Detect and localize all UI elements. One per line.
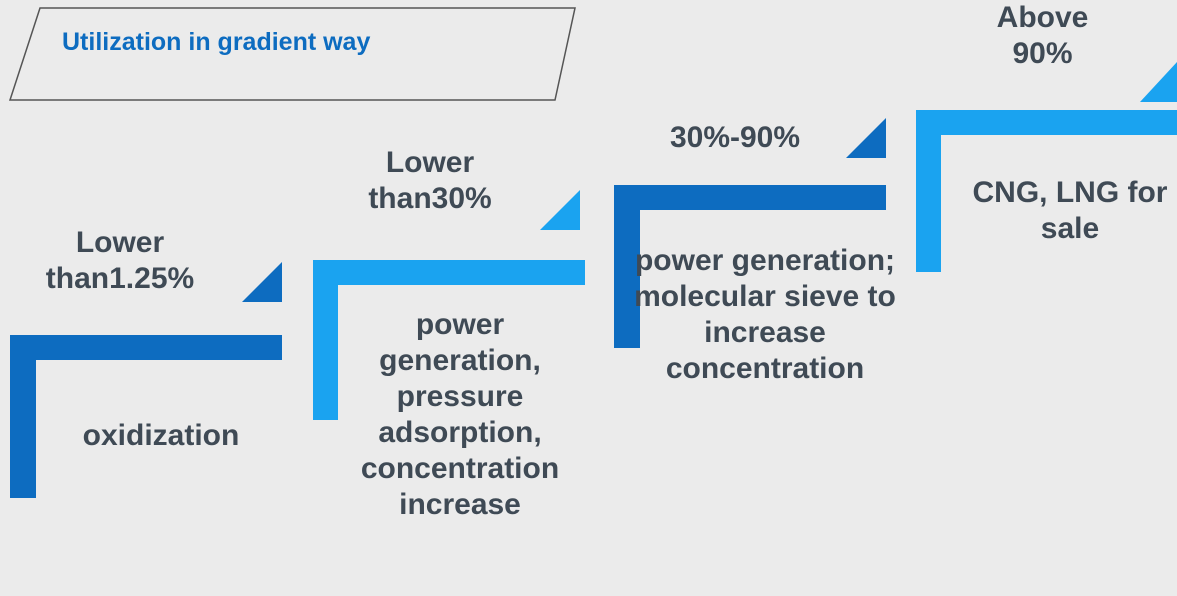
- step-level: Above 90%: [996, 1, 1089, 70]
- step-bracket: [313, 260, 585, 420]
- step-bracket: [916, 110, 1177, 272]
- step-triangle: [846, 118, 886, 158]
- step-level: Lower than1.25%: [45, 226, 195, 295]
- step-use: oxidization: [82, 419, 240, 452]
- step-triangle: [540, 190, 580, 230]
- title-frame: [8, 7, 576, 101]
- step-triangle: [1140, 62, 1177, 102]
- title: Utilization in gradient way: [62, 28, 371, 56]
- step-level: Lower than30%: [368, 146, 492, 215]
- step-level: 30%-90%: [669, 121, 801, 154]
- step-bracket: [614, 185, 886, 348]
- step-use: CNG, LNG for sale: [972, 176, 1168, 245]
- step-use: power generation; molecular sieve to inc…: [634, 244, 896, 385]
- step-triangle: [242, 262, 282, 302]
- step-bracket: [10, 335, 282, 498]
- step-use: power generation, pressure adsorption, c…: [360, 308, 560, 521]
